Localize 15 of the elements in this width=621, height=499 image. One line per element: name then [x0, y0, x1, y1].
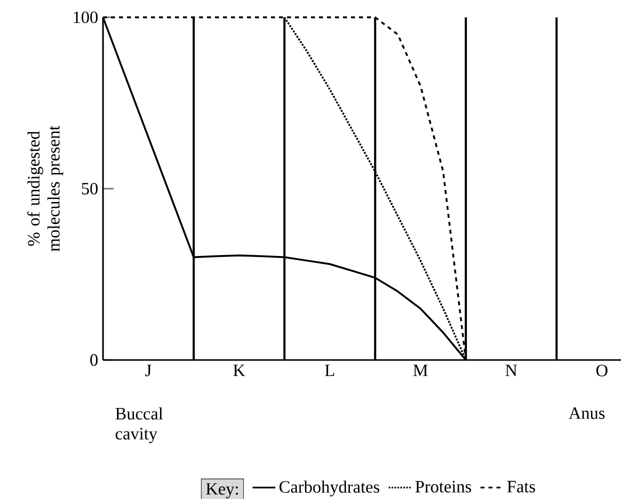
x-tick-label: L: [324, 364, 334, 376]
x-tick-label: K: [233, 364, 246, 376]
x-tick-label: O: [596, 364, 608, 376]
text: Buccal cavity: [116, 407, 163, 444]
x-tick-label: M: [413, 364, 428, 376]
legend-label: Carbohydrates: [280, 480, 380, 496]
legend-label: Fats: [507, 480, 536, 492]
x-tick-label: N: [505, 364, 518, 376]
legend-label: Proteins: [415, 480, 472, 493]
y-axis-title: % of undigested molecules present: [27, 126, 64, 252]
y-tick-label: 100: [74, 11, 98, 24]
x-tick-label: J: [145, 364, 152, 376]
y-tick-label: 50: [82, 182, 98, 195]
text: Anus: [568, 407, 605, 419]
y-tick-label: 0: [90, 354, 98, 366]
